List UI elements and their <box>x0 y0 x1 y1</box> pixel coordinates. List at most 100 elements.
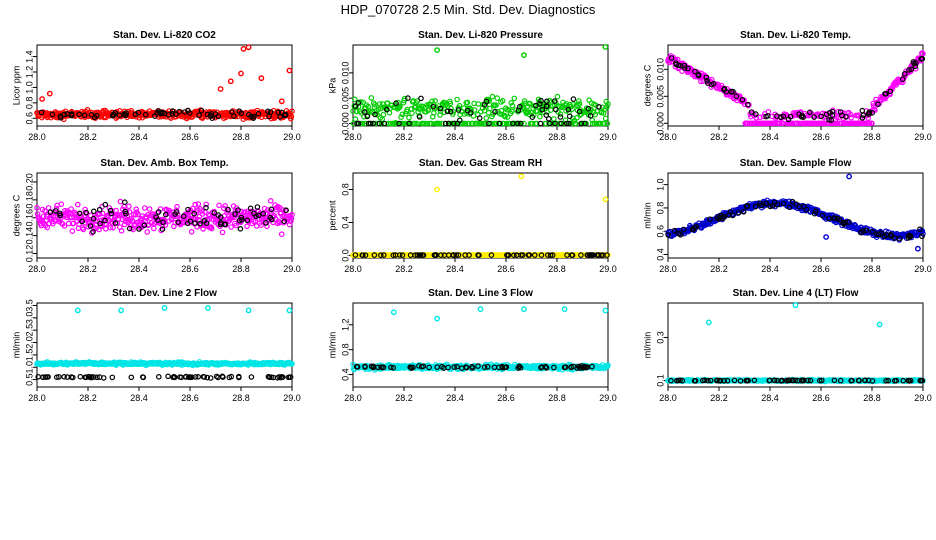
data-point <box>58 201 65 208</box>
reference-point <box>79 218 85 225</box>
reference-point <box>407 364 414 371</box>
reference-point <box>463 364 470 371</box>
reference-point <box>692 68 698 75</box>
data-point <box>421 120 428 127</box>
reference-point <box>481 102 488 108</box>
reference-point <box>235 207 241 213</box>
reference-point <box>917 226 923 233</box>
reference-point <box>780 200 787 207</box>
reference-point <box>830 215 837 222</box>
plot-frame <box>352 172 609 259</box>
reference-point <box>91 114 98 121</box>
y-tick-label: 0.20 <box>24 173 34 191</box>
x-tick-label: 28.6 <box>812 393 830 403</box>
data-point <box>34 205 40 211</box>
reference-point <box>763 113 769 120</box>
data-point <box>49 220 56 227</box>
reference-point <box>155 108 162 114</box>
reference-point <box>680 226 687 233</box>
data-point <box>124 213 130 220</box>
data-point <box>425 107 432 113</box>
x-tick-label: 29.0 <box>599 132 617 142</box>
data-point <box>258 222 264 229</box>
data-point <box>605 362 611 369</box>
reference-point <box>829 108 836 115</box>
data-point <box>70 220 77 227</box>
reference-point <box>283 207 289 214</box>
x-tick-label: 28.4 <box>761 264 779 274</box>
data-point <box>112 212 119 219</box>
data-point <box>287 218 294 225</box>
reference-point <box>543 112 550 119</box>
reference-point <box>576 108 583 115</box>
data-point <box>605 101 611 107</box>
reference-point <box>799 377 805 384</box>
x-tick-label: 28.0 <box>28 264 46 274</box>
x-tick-label: 28.0 <box>28 132 46 142</box>
reference-point <box>45 374 51 380</box>
y-tick-label: 1.0 <box>655 178 665 191</box>
data-point <box>124 216 131 223</box>
reference-point <box>849 377 855 384</box>
reference-point <box>543 103 550 110</box>
reference-point <box>61 111 68 118</box>
reference-point <box>714 377 720 384</box>
reference-point <box>792 377 799 384</box>
x-tick-label: 28.6 <box>181 132 199 142</box>
reference-point <box>420 363 427 370</box>
reference-point <box>76 111 83 118</box>
reference-point <box>881 233 888 240</box>
reference-point <box>496 364 502 371</box>
reference-point <box>201 218 208 224</box>
reference-point <box>380 252 387 258</box>
reference-point <box>77 373 84 380</box>
data-point <box>509 102 516 109</box>
data-point <box>550 116 557 122</box>
data-point <box>462 120 469 127</box>
reference-point <box>136 226 142 232</box>
y-tick-label: 0.16 <box>24 209 34 227</box>
reference-point <box>918 56 925 62</box>
data-point <box>493 102 499 109</box>
data-point <box>589 120 596 127</box>
data-point <box>205 217 211 224</box>
outlier-point <box>238 70 244 77</box>
data-point <box>375 106 382 113</box>
data-point <box>503 120 510 127</box>
reference-point <box>708 81 715 88</box>
reference-point <box>484 363 491 370</box>
reference-point <box>270 374 277 381</box>
y-tick-label: 0.18 <box>24 191 34 209</box>
reference-point <box>204 111 211 118</box>
reference-point <box>94 374 100 381</box>
data-point <box>508 100 515 106</box>
reference-point <box>140 374 147 381</box>
reference-point <box>56 210 63 217</box>
x-tick-label: 28.8 <box>232 264 250 274</box>
y-tick-label: 0.4 <box>340 368 350 381</box>
y-axis-label: Licor ppm <box>11 66 21 106</box>
reference-point <box>254 204 261 210</box>
reference-point <box>476 115 483 121</box>
data-point <box>399 111 406 118</box>
reference-point <box>442 120 449 127</box>
data-point <box>289 108 295 115</box>
data-point <box>475 101 482 107</box>
outlier-point <box>278 98 285 105</box>
reference-point <box>96 206 103 213</box>
reference-point <box>376 120 383 127</box>
reference-point <box>183 373 189 380</box>
outlier-point <box>39 96 45 102</box>
reference-point <box>707 216 713 223</box>
reference-point <box>536 101 543 107</box>
reference-point <box>362 363 368 370</box>
data-point <box>866 120 873 127</box>
y-tick-label: 2.0 <box>24 336 34 349</box>
x-tick-label: 28.6 <box>181 264 199 274</box>
reference-point <box>558 120 565 127</box>
reference-point <box>671 227 678 234</box>
reference-point <box>826 117 832 123</box>
outlier-point <box>602 196 609 203</box>
